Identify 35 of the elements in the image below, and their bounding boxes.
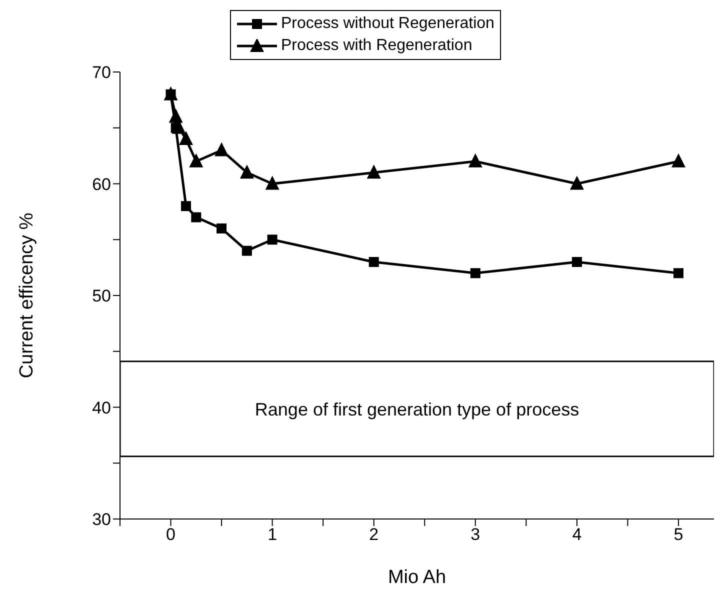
y-tick-label: 60 [92, 174, 111, 194]
y-tick-label: 30 [92, 510, 111, 530]
point [572, 256, 582, 267]
point [168, 108, 183, 123]
x-tick-label: 0 [166, 525, 176, 544]
point [671, 153, 686, 168]
point [468, 153, 482, 168]
x-tick-label: 4 [572, 525, 582, 544]
x-tick-label: 1 [268, 525, 278, 544]
point [673, 268, 684, 278]
point [240, 164, 254, 179]
point [368, 256, 379, 267]
point [470, 268, 480, 278]
y-tick-label: 50 [92, 286, 111, 306]
x-tick-label: 3 [470, 525, 480, 544]
point [181, 201, 191, 212]
point [214, 142, 229, 156]
point [191, 212, 202, 222]
point [189, 153, 204, 168]
x-tick-label: 5 [674, 525, 684, 544]
band-label: Range of first generation type of process [254, 399, 580, 420]
point [242, 246, 252, 256]
point [267, 234, 278, 245]
point [366, 164, 381, 179]
point [216, 223, 227, 234]
legend-label: Process without Regeneration [281, 15, 494, 33]
point [570, 176, 584, 190]
x-axis-title: Mio Ah [388, 567, 446, 588]
point [265, 176, 280, 190]
y-axis-title: Current efficency % [16, 212, 38, 378]
legend-label: Process with Regeneration [281, 37, 472, 55]
x-tick-label: 2 [369, 525, 379, 544]
y-tick-label: 40 [92, 398, 111, 418]
y-tick-label: 70 [92, 63, 111, 82]
point [179, 131, 193, 146]
